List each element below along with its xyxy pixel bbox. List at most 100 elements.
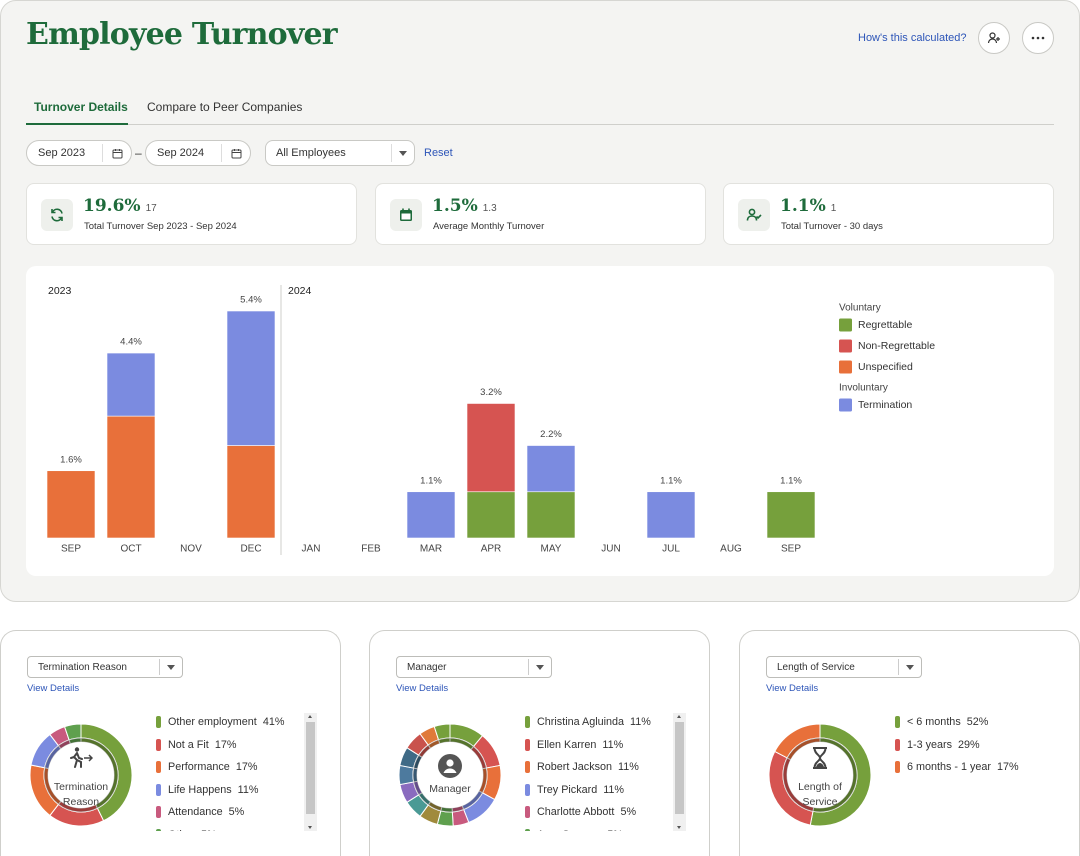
kpi-row: 1.5% 1.3 xyxy=(432,196,497,216)
breakdown-item: Trey Pickard 11% xyxy=(525,779,670,802)
kpi-count: 1 xyxy=(830,203,837,214)
kpi-row: 19.6% 17 xyxy=(83,196,157,216)
item-swatch xyxy=(525,806,530,819)
item-swatch xyxy=(156,716,161,729)
start-date-picker[interactable]: Sep 2023 xyxy=(26,140,132,166)
x-tick-label: JUL xyxy=(662,544,680,555)
donut-inner-segment xyxy=(786,737,821,761)
scrollbar-thumb[interactable] xyxy=(675,722,684,815)
item-percent: 41% xyxy=(262,716,285,729)
bar-segment xyxy=(526,445,576,493)
breakdown-dropdown[interactable]: Termination Reason xyxy=(27,656,183,678)
breakdown-card: Manager View Details Manager Christina Aglu… xyxy=(369,630,710,856)
item-percent: 5% xyxy=(201,829,217,831)
kpi-value: 1.1% xyxy=(780,196,826,216)
scroll-up-arrow xyxy=(677,715,681,718)
item-swatch xyxy=(525,761,530,774)
legend-swatch xyxy=(839,360,852,374)
scroll-down-arrow xyxy=(677,826,681,829)
legend-label: Non-Regrettable xyxy=(858,340,935,352)
scrollbar[interactable] xyxy=(304,713,317,831)
help-link[interactable]: How's this calculated? xyxy=(858,32,967,44)
chevron-icon xyxy=(906,664,914,670)
exit-icon xyxy=(70,747,94,768)
end-date-picker[interactable]: Sep 2024 xyxy=(145,140,251,166)
item-name: Amy Granger xyxy=(537,829,601,831)
item-name: Christina Agluinda xyxy=(537,716,625,729)
item-percent: 52% xyxy=(966,716,989,729)
breakdown-item: Charlotte Abbott 5% xyxy=(525,801,670,824)
tab[interactable]: Turnover Details xyxy=(34,100,128,114)
item-swatch xyxy=(156,783,161,796)
item-swatch xyxy=(156,828,161,831)
kpi-card: 19.6% 17 Total Turnover Sep 2023 - Sep 202… xyxy=(26,183,357,245)
item-percent: 5% xyxy=(607,829,623,831)
breakdown-card: Termination Reason View Details Terminatio… xyxy=(0,630,341,856)
x-tick-label: SEP xyxy=(61,544,81,555)
population-label: All Employees xyxy=(276,147,346,159)
donut-inner-shade xyxy=(783,738,857,812)
bar-segment xyxy=(646,491,696,539)
kpi-label: Total Turnover - 30 days xyxy=(781,221,883,232)
donut-center: Length of Service xyxy=(769,724,871,826)
donut-center-label: Termination Reason xyxy=(53,781,109,808)
active-tab-underline xyxy=(26,123,128,125)
bar-segment xyxy=(466,403,516,493)
calendar-button xyxy=(102,144,131,162)
breakdown-list: < 6 months 52% 1-3 years 29% 6 months - 1 ye… xyxy=(895,711,1040,831)
view-details-link[interactable]: View Details xyxy=(766,683,819,694)
population-dropdown[interactable]: All Employees xyxy=(265,140,415,166)
end-date: Sep 2024 xyxy=(157,147,205,159)
x-tick-label: SEP xyxy=(781,544,801,555)
breakdown-item: 6 months - 1 year 17% xyxy=(895,756,1040,779)
item-swatch xyxy=(525,828,530,831)
breakdown-item: Other employment 41% xyxy=(156,711,301,734)
kpi-card: 1.1% 1 Total Turnover - 30 days xyxy=(723,183,1054,245)
item-swatch xyxy=(895,761,900,774)
view-details-link[interactable]: View Details xyxy=(27,683,80,694)
year-label: 2023 xyxy=(48,285,72,297)
bar-segment xyxy=(106,352,156,417)
breakdown-item: Performance 17% xyxy=(156,756,301,779)
item-percent: 11% xyxy=(618,761,639,774)
dropdown-arrow xyxy=(159,659,182,675)
reset-link[interactable]: Reset xyxy=(424,147,453,159)
more-button[interactable] xyxy=(1022,22,1054,54)
view-details-link[interactable]: View Details xyxy=(396,683,449,694)
breakdown-item: Robert Jackson 11% xyxy=(525,756,670,779)
x-tick-label: MAY xyxy=(541,544,562,555)
breakdown-item: Ellen Karren 11% xyxy=(525,734,670,757)
start-date: Sep 2023 xyxy=(38,147,86,159)
donut-chart xyxy=(769,724,871,826)
item-swatch xyxy=(156,761,161,774)
add-user-button[interactable] xyxy=(978,22,1010,54)
x-tick-label: AUG xyxy=(720,544,742,555)
breakdown-item: Life Happens 11% xyxy=(156,779,301,802)
tab[interactable]: Compare to Peer Companies xyxy=(147,100,303,114)
breakdown-list: Christina Agluinda 11% Ellen Karren 11% Robe… xyxy=(525,711,670,831)
kpi-label: Average Monthly Turnover xyxy=(433,221,545,232)
item-percent: 5% xyxy=(620,806,637,819)
item-swatch xyxy=(156,738,161,751)
item-name: 6 months - 1 year xyxy=(907,761,992,774)
legend-group-title: Involuntary xyxy=(839,383,888,394)
breakdown-dropdown[interactable]: Manager xyxy=(396,656,552,678)
kpi-icon xyxy=(390,199,422,231)
bar-total-label: 1.1% xyxy=(660,475,682,486)
scrollbar[interactable] xyxy=(673,713,686,831)
breakdown-item: Christina Agluinda 11% xyxy=(525,711,670,734)
item-percent: 11% xyxy=(237,783,259,796)
kpi-card: 1.5% 1.3 Average Monthly Turnover xyxy=(375,183,706,245)
donut-inner-shade xyxy=(413,738,487,812)
x-tick-label: DEC xyxy=(240,544,261,555)
x-tick-label: NOV xyxy=(180,544,202,555)
item-swatch xyxy=(895,716,900,729)
breakdown-item: Not a Fit 17% xyxy=(156,734,301,757)
hourglass-icon xyxy=(813,747,827,769)
breakdown-list: Other employment 41% Not a Fit 17% Performan… xyxy=(156,711,301,831)
item-swatch xyxy=(895,738,900,751)
year-label: 2024 xyxy=(288,285,312,297)
bar-total-label: 5.4% xyxy=(240,295,262,306)
breakdown-dropdown[interactable]: Length of Service xyxy=(766,656,922,678)
scrollbar-thumb[interactable] xyxy=(306,722,315,815)
